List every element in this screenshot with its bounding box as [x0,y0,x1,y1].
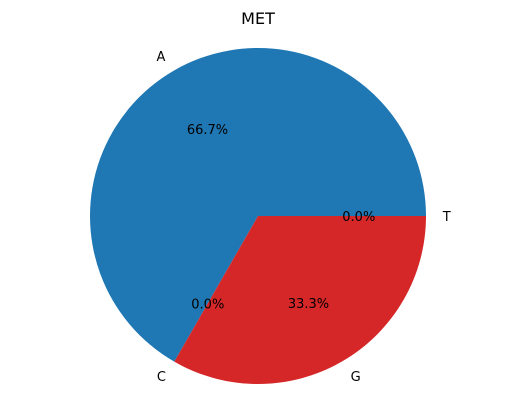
slice-label-a: A [157,50,166,65]
pie-slice-a [90,48,427,362]
slice-percent-t: 0.0% [342,210,375,225]
slice-percent-g: 33.3% [288,297,329,312]
slice-label-g: G [351,370,361,385]
pie-slice-g [174,216,426,385]
slice-percent-a: 66.7% [187,123,228,138]
pie-labels: A 66.7% C 0.0% G 33.3% T 0.0% [157,50,451,385]
pie-slices [90,48,427,385]
slice-percent-c: 0.0% [191,297,224,312]
slice-label-c: C [157,370,166,385]
slice-label-t: T [442,210,451,225]
chart-title: MET [241,9,275,28]
